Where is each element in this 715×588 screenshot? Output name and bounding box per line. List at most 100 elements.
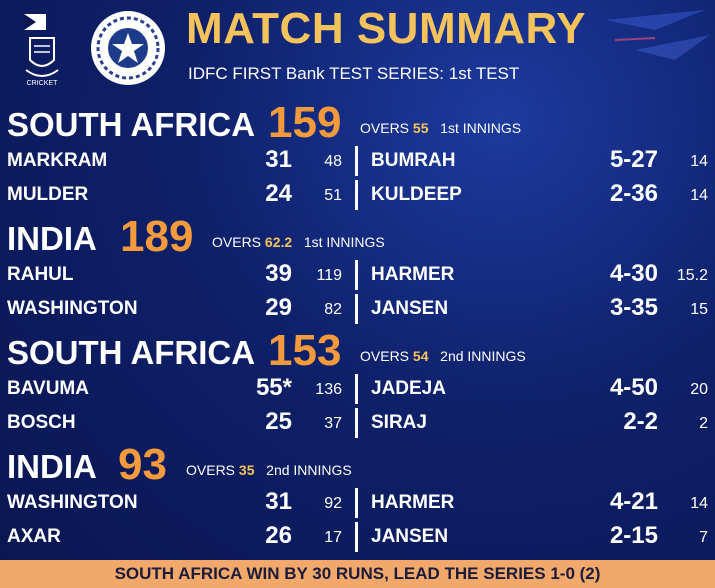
- page-title: MATCH SUMMARY: [186, 4, 587, 53]
- column-divider: [355, 294, 358, 324]
- team-score: 153: [268, 326, 342, 375]
- overs-info: OVERS 54 2nd INNINGS: [360, 348, 526, 364]
- innings-label: 1st INNINGS: [303, 234, 385, 250]
- bowler-name: JANSEN: [371, 298, 449, 319]
- batter-name: WASHINGTON: [7, 492, 138, 513]
- bowler-figures: 2-36: [609, 180, 658, 207]
- batter-balls: 82: [324, 301, 342, 318]
- batter-balls: 119: [316, 267, 342, 284]
- overs-label: OVERS: [212, 234, 262, 250]
- innings-label: 2nd INNINGS: [266, 462, 352, 478]
- player-row: RAHUL 39 119 HARMER 4-30 15.2: [0, 258, 715, 292]
- bowler-figures: 3-35: [609, 294, 658, 321]
- team-score: 189: [120, 212, 194, 261]
- batter-balls: 17: [324, 529, 342, 546]
- batter-balls: 37: [324, 415, 342, 432]
- team-innings-header: SOUTH AFRICA 159 OVERS 55 1st INNINGS: [0, 98, 715, 150]
- team-name: INDIA: [7, 220, 97, 257]
- bowler-name: KULDEEP: [371, 184, 462, 205]
- bcci-logo: [91, 11, 165, 85]
- bowler-overs: 15: [690, 301, 708, 318]
- player-row: MARKRAM 31 48 BUMRAH 5-27 14: [0, 144, 715, 178]
- column-divider: [355, 488, 358, 518]
- innings-label: 1st INNINGS: [440, 120, 522, 136]
- innings-label: 2nd INNINGS: [440, 348, 526, 364]
- batter-runs: 24: [265, 180, 292, 207]
- bowler-name: HARMER: [371, 264, 455, 285]
- batter-balls: 48: [324, 153, 342, 170]
- batter-name: AXAR: [7, 526, 61, 547]
- header: CRICKET MATCH SUMMARY IDFC FIRST Bank TE…: [0, 0, 715, 100]
- batter-name: MARKRAM: [7, 150, 108, 171]
- overs-label: OVERS: [360, 120, 410, 136]
- column-divider: [355, 374, 358, 404]
- player-row: MULDER 24 51 KULDEEP 2-36 14: [0, 178, 715, 212]
- bowler-overs: 7: [699, 529, 708, 546]
- player-row: BAVUMA 55* 136 JADEJA 4-50 20: [0, 372, 715, 406]
- column-divider: [355, 522, 358, 552]
- bowler-name: JANSEN: [371, 526, 449, 547]
- bowler-name: BUMRAH: [371, 150, 456, 171]
- series-subtitle: IDFC FIRST Bank TEST SERIES: 1st TEST: [188, 64, 520, 83]
- overs-value: 55: [412, 120, 429, 136]
- batter-runs: 29: [265, 294, 292, 321]
- batter-name: RAHUL: [7, 264, 74, 285]
- bowler-figures: 2-2: [623, 408, 658, 435]
- bowler-figures: 5-27: [609, 146, 658, 173]
- team-name: SOUTH AFRICA: [7, 334, 256, 371]
- bowler-name: HARMER: [371, 492, 455, 513]
- overs-label: OVERS: [360, 348, 410, 364]
- team-innings-header: SOUTH AFRICA 153 OVERS 54 2nd INNINGS: [0, 326, 715, 378]
- overs-info: OVERS 55 1st INNINGS: [360, 120, 521, 136]
- batter-runs: 26: [265, 522, 292, 549]
- batter-runs: 31: [265, 488, 292, 515]
- team-name: SOUTH AFRICA: [7, 106, 256, 143]
- cricket-south-africa-logo: [24, 14, 59, 77]
- overs-value: 54: [412, 348, 429, 364]
- batter-runs: 31: [265, 146, 292, 173]
- result-banner: SOUTH AFRICA WIN BY 30 RUNS, LEAD THE SE…: [0, 560, 715, 588]
- team-innings-header: INDIA 93 OVERS 35 2nd INNINGS: [0, 440, 715, 492]
- bowler-figures: 4-30: [609, 260, 658, 287]
- batter-balls: 92: [324, 495, 342, 512]
- team-name: INDIA: [7, 448, 97, 485]
- bowler-overs: 14: [690, 495, 708, 512]
- batter-runs: 55*: [255, 374, 292, 401]
- batter-name: WASHINGTON: [7, 298, 138, 319]
- player-row: WASHINGTON 29 82 JANSEN 3-35 15: [0, 292, 715, 326]
- player-row: BOSCH 25 37 SIRAJ 2-2 2: [0, 406, 715, 440]
- overs-info: OVERS 62.2 1st INNINGS: [212, 234, 385, 250]
- bowler-name: JADEJA: [371, 378, 446, 399]
- column-divider: [355, 180, 358, 210]
- batter-name: BOSCH: [7, 412, 76, 433]
- batter-name: BAVUMA: [7, 378, 89, 399]
- batter-runs: 39: [265, 260, 292, 287]
- overs-label: OVERS: [186, 462, 236, 478]
- overs-value: 62.2: [264, 234, 293, 250]
- logo-caption: CRICKET: [26, 80, 58, 87]
- player-row: AXAR 26 17 JANSEN 2-15 7: [0, 520, 715, 554]
- batter-balls: 51: [324, 187, 342, 204]
- batter-balls: 136: [315, 381, 342, 398]
- team-score: 159: [268, 98, 342, 147]
- bowler-overs: 15.2: [676, 267, 708, 284]
- batter-runs: 25: [265, 408, 292, 435]
- batter-name: MULDER: [7, 184, 89, 205]
- overs-value: 35: [238, 462, 255, 478]
- column-divider: [355, 408, 358, 438]
- team-score: 93: [118, 440, 167, 489]
- bowler-figures: 4-21: [609, 488, 658, 515]
- player-row: WASHINGTON 31 92 HARMER 4-21 14: [0, 486, 715, 520]
- bowler-figures: 4-50: [609, 374, 658, 401]
- bowler-overs: 2: [699, 415, 708, 432]
- bowler-overs: 14: [690, 187, 708, 204]
- column-divider: [355, 260, 358, 290]
- team-innings-header: INDIA 189 OVERS 62.2 1st INNINGS: [0, 212, 715, 264]
- decorative-streaks: [605, 10, 710, 60]
- bowler-overs: 14: [690, 153, 708, 170]
- column-divider: [355, 146, 358, 176]
- overs-info: OVERS 35 2nd INNINGS: [186, 462, 352, 478]
- bowler-figures: 2-15: [609, 522, 658, 549]
- bowler-name: SIRAJ: [371, 412, 427, 433]
- bowler-overs: 20: [690, 381, 708, 398]
